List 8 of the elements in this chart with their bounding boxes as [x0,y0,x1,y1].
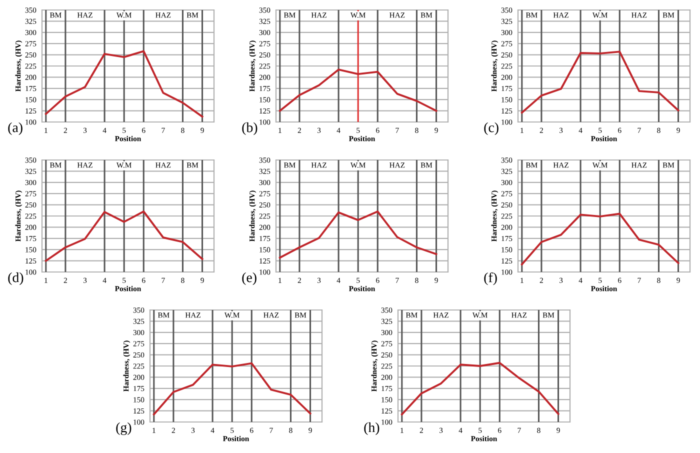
text: (g) [116,422,132,436]
text: (b) [242,122,258,136]
text: (e) [242,272,256,286]
text: (f) [484,272,497,286]
text: (h) [364,422,380,436]
text: (d) [8,272,24,286]
text: (c) [484,122,498,136]
text: (a) [8,122,22,136]
